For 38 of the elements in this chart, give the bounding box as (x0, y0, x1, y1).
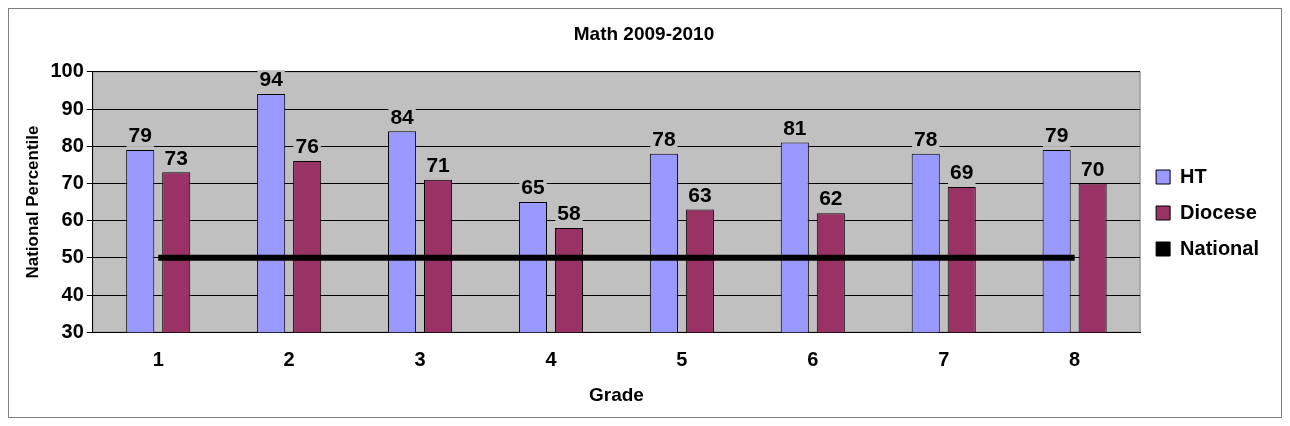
chart-title: Math 2009-2010 (573, 22, 715, 44)
y-tick-label: 60 (61, 208, 84, 231)
data-label: 65 (521, 175, 545, 199)
y-tick-label: 30 (61, 319, 84, 342)
data-label: 70 (1080, 156, 1105, 180)
data-label: 69 (950, 160, 974, 184)
y-tick-label: 40 (61, 282, 84, 305)
x-tick-label: 5 (676, 347, 688, 370)
x-tick-label: 2 (283, 347, 295, 370)
y-tick-label: 70 (61, 170, 84, 193)
x-tick-label: 6 (807, 347, 819, 370)
y-tick-label: 50 (61, 245, 84, 268)
data-label: 71 (426, 152, 451, 176)
data-label: 94 (259, 67, 284, 91)
data-label: 62 (819, 186, 843, 210)
x-tick-label: 1 (152, 347, 164, 370)
data-label: 79 (128, 123, 152, 147)
y-tick-label: 100 (50, 59, 84, 82)
data-label: 76 (295, 134, 319, 158)
x-tick-label: 4 (545, 347, 558, 370)
legend-label: HT (1180, 164, 1207, 187)
x-tick-label: 8 (1069, 347, 1081, 370)
data-label: 63 (688, 182, 712, 206)
data-label: 78 (652, 126, 676, 150)
y-axis-title: National Percentile (22, 125, 42, 279)
y-tick-label: 90 (61, 96, 84, 119)
y-tick-label: 80 (61, 133, 84, 156)
data-label: 73 (164, 145, 188, 169)
legend-label: Diocese (1180, 200, 1257, 223)
x-tick-label: 7 (938, 347, 950, 370)
data-label: 79 (1044, 123, 1069, 147)
x-tick-label: 3 (414, 347, 426, 370)
data-label: 78 (914, 126, 938, 150)
data-label: 84 (390, 104, 415, 128)
x-axis-title: Grade (588, 383, 644, 405)
data-label: 81 (783, 115, 807, 139)
legend-label: National (1180, 236, 1260, 259)
data-label: 58 (557, 201, 581, 225)
